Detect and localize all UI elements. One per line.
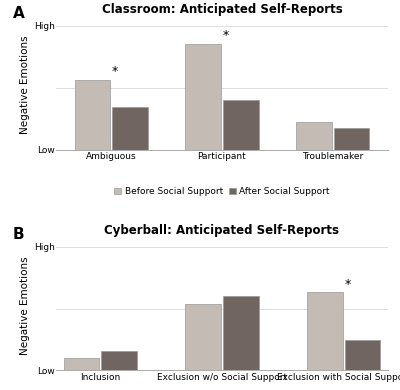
Legend: Before Social Support, After Social Support: Before Social Support, After Social Supp… [110, 183, 334, 200]
Bar [112, 107, 148, 149]
Bar [296, 122, 332, 149]
Bar [223, 100, 258, 149]
Y-axis label: Negative Emotions: Negative Emotions [20, 256, 30, 355]
Bar [186, 44, 221, 149]
Bar [345, 340, 380, 370]
Text: *: * [344, 278, 351, 291]
Bar [223, 296, 258, 370]
Bar [75, 80, 110, 149]
Bar [64, 358, 99, 370]
Text: B: B [13, 227, 24, 243]
Title: Classroom: Anticipated Self-Reports: Classroom: Anticipated Self-Reports [102, 3, 342, 16]
Bar [186, 304, 221, 370]
Bar [307, 292, 343, 370]
Bar [334, 128, 369, 149]
Text: *: * [223, 29, 229, 43]
Text: *: * [112, 65, 118, 78]
Y-axis label: Negative Emotions: Negative Emotions [20, 35, 30, 134]
Bar [101, 351, 137, 370]
Title: Cyberball: Anticipated Self-Reports: Cyberball: Anticipated Self-Reports [104, 223, 340, 237]
Text: A: A [13, 7, 24, 21]
